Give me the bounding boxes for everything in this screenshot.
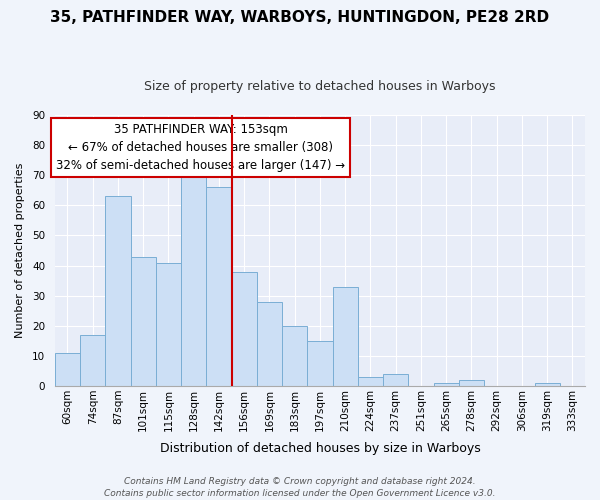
Text: 35, PATHFINDER WAY, WARBOYS, HUNTINGDON, PE28 2RD: 35, PATHFINDER WAY, WARBOYS, HUNTINGDON,… [50, 10, 550, 25]
Bar [257, 302, 282, 386]
Bar [55, 353, 80, 386]
X-axis label: Distribution of detached houses by size in Warboys: Distribution of detached houses by size … [160, 442, 480, 455]
Text: 35 PATHFINDER WAY: 153sqm
← 67% of detached houses are smaller (308)
32% of semi: 35 PATHFINDER WAY: 153sqm ← 67% of detac… [56, 123, 345, 172]
Bar [535, 383, 560, 386]
Bar [156, 262, 181, 386]
Bar [282, 326, 307, 386]
Bar [459, 380, 484, 386]
Bar [206, 188, 232, 386]
Bar [358, 377, 383, 386]
Bar [232, 272, 257, 386]
Bar [131, 256, 156, 386]
Text: Contains HM Land Registry data © Crown copyright and database right 2024.
Contai: Contains HM Land Registry data © Crown c… [104, 476, 496, 498]
Bar [383, 374, 408, 386]
Title: Size of property relative to detached houses in Warboys: Size of property relative to detached ho… [144, 80, 496, 93]
Bar [105, 196, 131, 386]
Bar [80, 335, 105, 386]
Bar [434, 383, 459, 386]
Bar [181, 163, 206, 386]
Y-axis label: Number of detached properties: Number of detached properties [15, 163, 25, 338]
Bar [332, 286, 358, 386]
Bar [307, 341, 332, 386]
